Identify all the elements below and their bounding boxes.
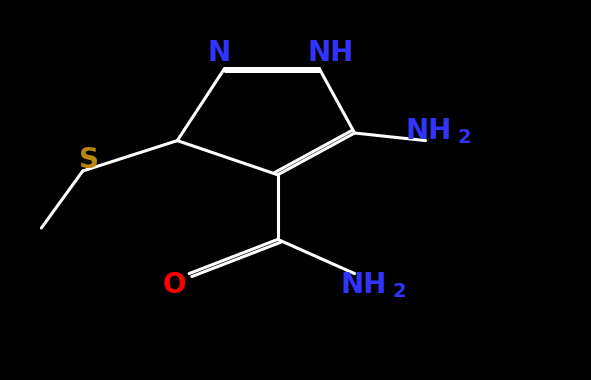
Text: NH: NH: [405, 117, 452, 145]
Text: NH: NH: [308, 39, 354, 67]
Text: 2: 2: [457, 128, 471, 147]
Text: 2: 2: [392, 282, 406, 301]
Text: N: N: [207, 39, 230, 67]
Text: S: S: [79, 146, 99, 174]
Text: NH: NH: [340, 271, 387, 299]
Text: O: O: [163, 271, 186, 299]
